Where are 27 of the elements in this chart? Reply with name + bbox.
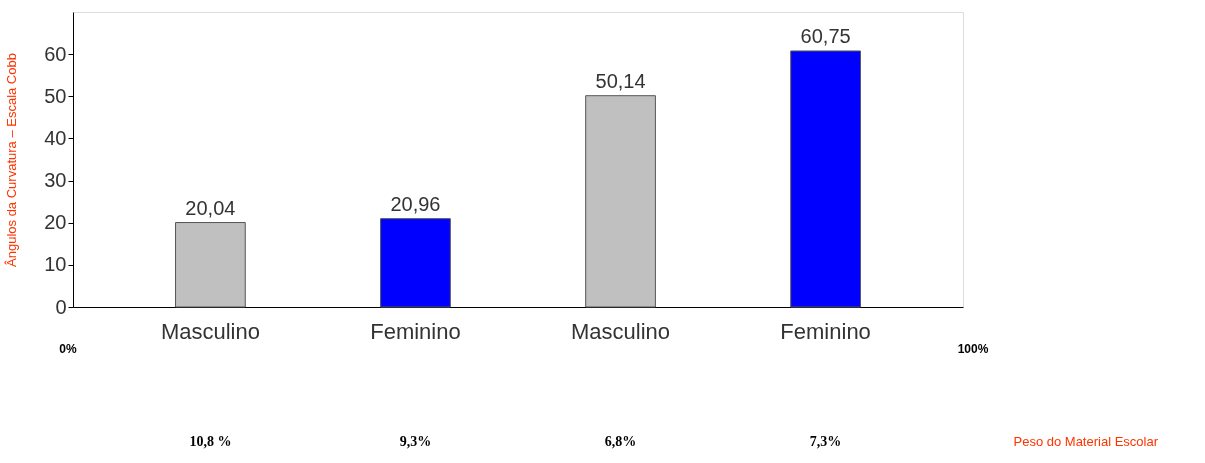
- y-tick-label: 0: [55, 295, 67, 318]
- data-label: 60,75: [800, 24, 851, 47]
- data-label: 50,14: [595, 69, 646, 92]
- x-tick-label: Masculino: [160, 318, 260, 344]
- text: 0%: [59, 342, 77, 356]
- x-tick-label: Feminino: [780, 318, 871, 344]
- bar: [790, 50, 861, 308]
- text: 100%: [957, 342, 989, 356]
- text: 7,3%: [809, 434, 842, 449]
- y-tick-label: 40: [44, 126, 67, 149]
- y-axis-title: Ângulos da Curvatura – Escala Cobb: [4, 53, 20, 267]
- y-tick-label: 30: [44, 169, 67, 192]
- y-tick-label: 60: [44, 42, 67, 65]
- x-tick-label: Feminino: [370, 318, 461, 344]
- text: 6,8%: [604, 434, 637, 449]
- bar: [585, 95, 656, 308]
- data-label: 20,04: [185, 196, 236, 219]
- bar: [175, 222, 246, 308]
- y-tick-label: 10: [44, 253, 67, 276]
- text: Peso do Material Escolar: [1013, 434, 1159, 449]
- y-tick-label: 50: [44, 84, 67, 107]
- x-tick-label: Masculino: [571, 318, 671, 344]
- text: 9,3%: [399, 434, 432, 449]
- data-label: 20,96: [390, 192, 441, 215]
- text: 10,8 %: [189, 434, 232, 449]
- bar: [380, 218, 451, 308]
- y-tick-label: 20: [44, 211, 67, 234]
